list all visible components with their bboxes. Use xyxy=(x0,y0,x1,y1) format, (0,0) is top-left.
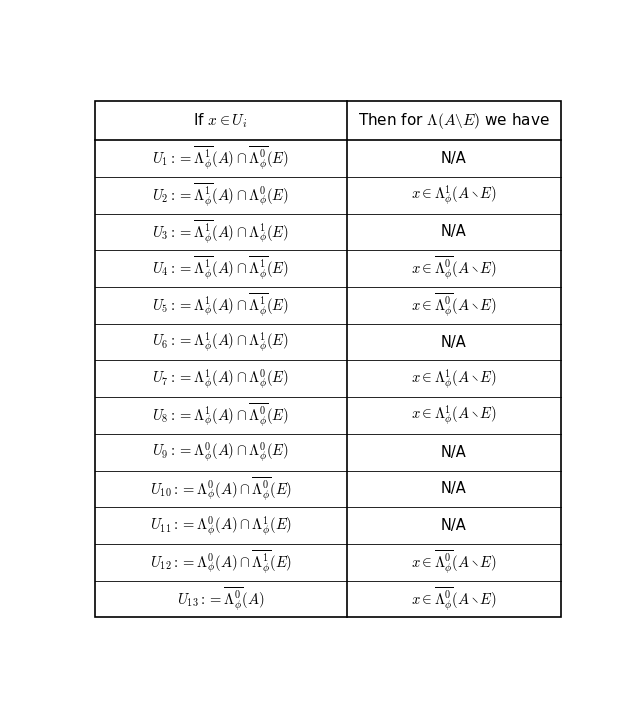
Text: $x \in \overline{\Lambda^0_{\phi}}(A \setminus E)$: $x \in \overline{\Lambda^0_{\phi}}(A \se… xyxy=(411,255,497,282)
Text: $U_7 := \Lambda^1_{\phi}(A) \cap \Lambda^0_{\phi}(E)$: $U_7 := \Lambda^1_{\phi}(A) \cap \Lambda… xyxy=(152,367,289,390)
Text: $U_6 := \Lambda^1_{\phi}(A) \cap \Lambda^1_{\phi}(E)$: $U_6 := \Lambda^1_{\phi}(A) \cap \Lambda… xyxy=(152,330,289,354)
Text: $U_8 := \Lambda^1_{\phi}(A) \cap \overline{\Lambda^0_{\phi}}(E)$: $U_8 := \Lambda^1_{\phi}(A) \cap \overli… xyxy=(152,402,289,429)
Text: $U_{13} := \overline{\Lambda^0_{\phi}}(A)$: $U_{13} := \overline{\Lambda^0_{\phi}}(A… xyxy=(177,585,264,613)
Text: $U_{11} := \Lambda^0_{\phi}(A) \cap \Lambda^1_{\phi}(E)$: $U_{11} := \Lambda^0_{\phi}(A) \cap \Lam… xyxy=(150,514,292,537)
Text: $U_9 := \Lambda^0_{\phi}(A) \cap \Lambda^0_{\phi}(E)$: $U_9 := \Lambda^0_{\phi}(A) \cap \Lambda… xyxy=(152,441,289,464)
Text: N/A: N/A xyxy=(441,335,467,349)
Text: $x \in \Lambda^1_{\phi}(A \setminus E)$: $x \in \Lambda^1_{\phi}(A \setminus E)$ xyxy=(411,404,497,427)
Text: $U_{10} := \Lambda^0_{\phi}(A) \cap \overline{\Lambda^0_{\phi}}(E)$: $U_{10} := \Lambda^0_{\phi}(A) \cap \ove… xyxy=(150,475,292,503)
Text: $x \in \overline{\Lambda^0_{\phi}}(A \setminus E)$: $x \in \overline{\Lambda^0_{\phi}}(A \se… xyxy=(411,585,497,613)
Text: $U_{12} := \Lambda^0_{\phi}(A) \cap \overline{\Lambda^1_{\phi}}(E)$: $U_{12} := \Lambda^0_{\phi}(A) \cap \ove… xyxy=(150,549,292,576)
Text: $U_2 := \overline{\Lambda^1_{\phi}}(A) \cap \Lambda^0_{\phi}(E)$: $U_2 := \overline{\Lambda^1_{\phi}}(A) \… xyxy=(152,181,289,209)
Text: $x \in \Lambda^1_{\phi}(A \setminus E)$: $x \in \Lambda^1_{\phi}(A \setminus E)$ xyxy=(411,184,497,207)
Text: $U_1 := \overline{\Lambda^1_{\phi}}(A) \cap \overline{\Lambda^0_{\phi}}(E)$: $U_1 := \overline{\Lambda^1_{\phi}}(A) \… xyxy=(152,145,289,172)
Text: $U_3 := \overline{\Lambda^1_{\phi}}(A) \cap \Lambda^1_{\phi}(E)$: $U_3 := \overline{\Lambda^1_{\phi}}(A) \… xyxy=(152,218,289,246)
Text: If $x \in U_i$: If $x \in U_i$ xyxy=(193,112,248,130)
Text: $U_4 := \overline{\Lambda^1_{\phi}}(A) \cap \overline{\Lambda^1_{\phi}}(E)$: $U_4 := \overline{\Lambda^1_{\phi}}(A) \… xyxy=(152,255,289,282)
Text: $x \in \overline{\Lambda^0_{\phi}}(A \setminus E)$: $x \in \overline{\Lambda^0_{\phi}}(A \se… xyxy=(411,549,497,576)
Text: $x \in \Lambda^1_{\phi}(A \setminus E)$: $x \in \Lambda^1_{\phi}(A \setminus E)$ xyxy=(411,367,497,390)
Text: $x \in \overline{\Lambda^0_{\phi}}(A \setminus E)$: $x \in \overline{\Lambda^0_{\phi}}(A \se… xyxy=(411,292,497,319)
Text: N/A: N/A xyxy=(441,481,467,496)
Text: N/A: N/A xyxy=(441,445,467,460)
Text: $U_5 := \Lambda^1_{\phi}(A) \cap \overline{\Lambda^1_{\phi}}(E)$: $U_5 := \Lambda^1_{\phi}(A) \cap \overli… xyxy=(152,292,289,319)
Text: N/A: N/A xyxy=(441,151,467,166)
Text: Then for $\Lambda(A\backslash E)$ we have: Then for $\Lambda(A\backslash E)$ we hav… xyxy=(358,111,550,131)
Text: N/A: N/A xyxy=(441,518,467,533)
Text: N/A: N/A xyxy=(441,225,467,239)
